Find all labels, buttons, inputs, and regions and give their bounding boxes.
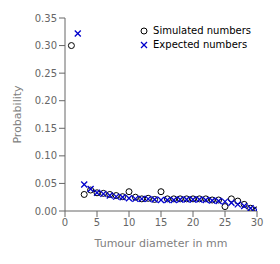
svg-text:10: 10	[123, 217, 136, 228]
svg-text:20: 20	[187, 217, 200, 228]
svg-text:5: 5	[94, 217, 100, 228]
svg-text:Probability: Probability	[11, 85, 24, 144]
svg-text:0.10: 0.10	[35, 150, 57, 161]
svg-text:Tumour diameter in mm: Tumour diameter in mm	[94, 237, 228, 250]
svg-text:0.05: 0.05	[35, 178, 57, 189]
svg-text:0.25: 0.25	[35, 68, 57, 79]
svg-text:30: 30	[251, 217, 264, 228]
html-text:Simulated numbers: Simulated numbers	[153, 25, 251, 36]
svg-text:25: 25	[219, 217, 232, 228]
html-text:Expected numbers: Expected numbers	[153, 39, 248, 50]
svg-text:15: 15	[155, 217, 168, 228]
svg-text:0.20: 0.20	[35, 95, 57, 106]
svg-text:0.15: 0.15	[35, 123, 57, 134]
svg-text:0.35: 0.35	[35, 13, 57, 24]
svg-text:0.00: 0.00	[35, 206, 57, 217]
svg-text:0.30: 0.30	[35, 40, 57, 51]
svg-text:0: 0	[62, 217, 68, 228]
